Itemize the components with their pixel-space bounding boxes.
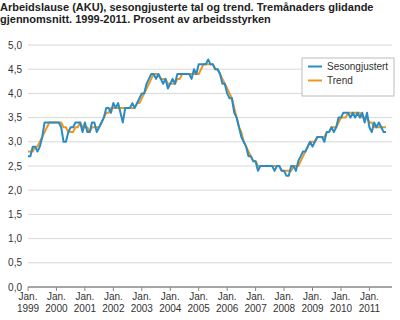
x-tick-label: Jan.2005: [188, 291, 211, 314]
x-tick-label: Jan.2003: [131, 291, 154, 314]
y-axis: [28, 45, 29, 287]
grid-line: [28, 238, 392, 239]
x-tick-label: Jan.2006: [216, 291, 239, 314]
y-tick-label: 3,5: [8, 112, 22, 123]
grid-line: [28, 45, 392, 46]
series-group: [28, 60, 386, 176]
x-tick-label: Jan.2008: [273, 291, 296, 314]
y-tick-label: 1,0: [8, 233, 22, 244]
grid-line: [28, 287, 392, 288]
legend-swatch: [308, 66, 322, 68]
y-tick-label: 4,5: [8, 64, 22, 75]
legend-label: Sesongjustert: [327, 61, 388, 72]
x-tick-label: Jan.1999: [17, 291, 40, 314]
series-line: [28, 60, 386, 176]
y-tick-label: 2,0: [8, 185, 22, 196]
legend-label: Trend: [327, 75, 353, 86]
grid-line: [28, 262, 392, 263]
x-tick-label: Jan.2004: [159, 291, 182, 314]
grid-line: [28, 166, 392, 167]
legend-swatch: [308, 80, 322, 82]
series-line: [28, 64, 386, 170]
x-tick-label: Jan.2011: [359, 291, 381, 314]
legend-box: [302, 58, 394, 96]
title: Arbeidslause (AKU), sesongjusterte tal o…: [0, 1, 373, 25]
x-tick-label: Jan.2002: [102, 291, 125, 314]
x-tick-label: Jan.2007: [244, 291, 267, 314]
y-tick-label: 3,0: [8, 136, 22, 147]
y-tick-label: 5,0: [8, 40, 22, 51]
x-axis: [28, 287, 392, 288]
legend: Sesongjustert Trend: [302, 58, 394, 96]
y-tick-label: 2,5: [8, 161, 22, 172]
x-tick-label: Jan.2001: [74, 291, 97, 314]
y-tick-label: 4,0: [8, 88, 22, 99]
grid-line: [28, 190, 392, 191]
grid-line: [28, 214, 392, 215]
grid-line: [28, 117, 392, 118]
x-tick-label: Jan.2009: [301, 291, 324, 314]
y-tick-label: 0,5: [8, 257, 22, 268]
y-tick-label: 1,5: [8, 209, 22, 220]
x-tick-label: Jan.2010: [330, 291, 353, 314]
grid-line: [28, 141, 392, 142]
chart: Arbeidslause (AKU), sesongjusterte tal o…: [0, 0, 400, 320]
x-tick-label: Jan.2000: [45, 291, 68, 314]
